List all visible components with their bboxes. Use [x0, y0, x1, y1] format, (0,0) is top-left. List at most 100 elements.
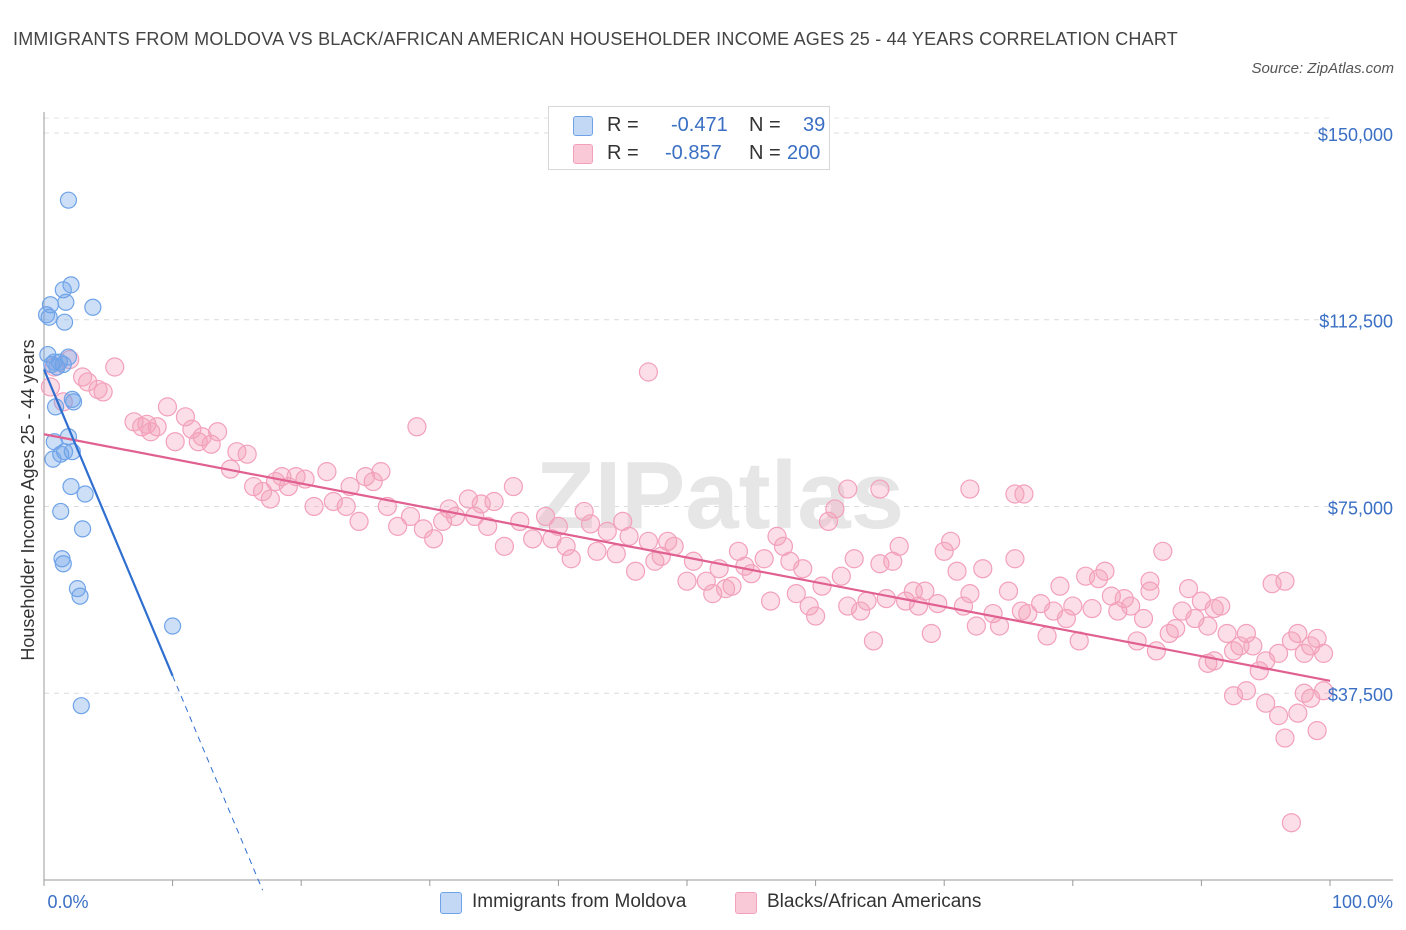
data-point-blacks — [696, 571, 716, 591]
data-point-blacks — [165, 432, 185, 452]
data-point-blacks — [625, 561, 646, 581]
data-point-moldova — [76, 485, 94, 503]
data-point-blacks — [1140, 581, 1160, 601]
bottom-swatch-blue — [440, 892, 462, 914]
data-point-blacks — [722, 576, 742, 596]
data-point-blacks — [561, 549, 581, 569]
data-point-moldova — [84, 298, 102, 316]
data-point-moldova — [73, 520, 92, 538]
data-point-blacks — [825, 499, 845, 519]
data-point-blacks — [478, 516, 498, 536]
data-point-moldova — [48, 358, 66, 376]
data-point-moldova — [37, 306, 56, 324]
data-point-blacks — [1268, 643, 1289, 663]
data-point-blacks — [132, 417, 152, 437]
data-point-blacks — [677, 571, 697, 591]
data-point-blacks — [1223, 641, 1244, 661]
data-point-blacks — [1313, 643, 1334, 663]
data-point-blacks — [1288, 623, 1308, 644]
data-point-blacks — [78, 372, 98, 392]
data-point-blacks — [1268, 706, 1289, 726]
legend-r-value: -0.471 — [671, 114, 728, 136]
data-point-blacks — [494, 536, 514, 556]
series-moldova-points — [37, 191, 182, 715]
data-point-blacks — [767, 526, 787, 546]
data-point-blacks — [1198, 616, 1218, 636]
tick-labels: $150,000 $112,500 $75,000 $37,500 0.0% 100.0% — [47, 125, 1393, 912]
data-point-blacks — [831, 566, 851, 586]
data-point-blacks — [88, 379, 108, 400]
data-point-moldova — [52, 445, 70, 463]
data-point-blacks — [1050, 576, 1070, 596]
data-point-blacks — [638, 362, 659, 382]
data-point-blacks — [413, 519, 433, 539]
data-point-blacks — [619, 526, 639, 546]
y-tick-label: $112,500 — [1319, 312, 1393, 332]
data-point-blacks — [818, 511, 839, 532]
watermark: ZIPatlas — [536, 442, 904, 549]
data-point-blacks — [1082, 598, 1102, 619]
data-point-blacks — [484, 491, 504, 512]
data-point-blacks — [1281, 813, 1302, 833]
data-point-blacks — [433, 511, 453, 532]
data-point-blacks — [1095, 561, 1115, 581]
data-point-blacks — [157, 397, 178, 417]
data-point-blacks — [1166, 618, 1186, 639]
data-point-blacks — [760, 591, 781, 611]
bottom-legend-label: Blacks/African Americans — [767, 891, 982, 912]
data-point-blacks — [870, 479, 890, 499]
data-point-blacks — [1211, 596, 1231, 616]
axes — [43, 112, 1393, 886]
legend-n-label: N = — [749, 114, 781, 136]
data-point-moldova — [72, 697, 90, 715]
data-point-blacks — [1159, 623, 1179, 644]
data-point-blacks — [458, 489, 478, 509]
data-point-blacks — [851, 601, 871, 621]
data-point-blacks — [1223, 686, 1244, 706]
data-point-blacks — [1313, 681, 1334, 701]
data-point-blacks — [407, 417, 427, 437]
data-point-blacks — [799, 596, 819, 616]
data-point-moldova — [64, 393, 83, 411]
data-point-blacks — [1056, 608, 1076, 629]
trend-lines — [42, 369, 1331, 891]
data-point-blacks — [1108, 601, 1128, 621]
data-point-blacks — [208, 422, 228, 442]
data-point-blacks — [201, 434, 221, 454]
data-point-blacks — [966, 616, 986, 636]
data-point-blacks — [363, 471, 383, 492]
data-point-blacks — [317, 462, 337, 482]
data-point-blacks — [304, 496, 324, 517]
trend-line-blacks — [43, 433, 1331, 682]
data-point-blacks — [857, 591, 877, 611]
data-point-blacks — [349, 511, 369, 532]
data-point-blacks — [1178, 579, 1199, 599]
data-point-blacks — [1236, 623, 1257, 644]
data-point-blacks — [1063, 596, 1083, 616]
data-point-blacks — [1133, 608, 1154, 629]
bottom-swatch-pink — [735, 892, 757, 914]
data-point-blacks — [934, 541, 954, 561]
data-point-blacks — [805, 606, 826, 626]
data-point-blacks — [606, 544, 626, 564]
data-point-blacks — [1243, 636, 1263, 656]
data-point-blacks — [1005, 549, 1025, 569]
data-point-blacks — [1014, 484, 1034, 504]
data-point-blacks — [580, 514, 601, 534]
data-point-blacks — [1140, 571, 1160, 591]
data-point-moldova — [52, 502, 70, 521]
legend-swatch-pink — [573, 144, 593, 164]
data-point-blacks — [237, 444, 257, 464]
data-point-blacks — [523, 529, 543, 549]
data-point-blacks — [876, 589, 896, 609]
data-point-blacks — [388, 516, 408, 536]
data-point-blacks — [664, 536, 684, 556]
data-point-blacks — [1088, 569, 1109, 589]
data-point-blacks — [597, 521, 617, 541]
data-point-blacks — [105, 357, 125, 377]
data-point-blacks — [1288, 703, 1308, 723]
x-tick-label: 0.0% — [47, 892, 88, 912]
data-point-blacks — [253, 481, 273, 502]
data-point-blacks — [400, 506, 421, 527]
